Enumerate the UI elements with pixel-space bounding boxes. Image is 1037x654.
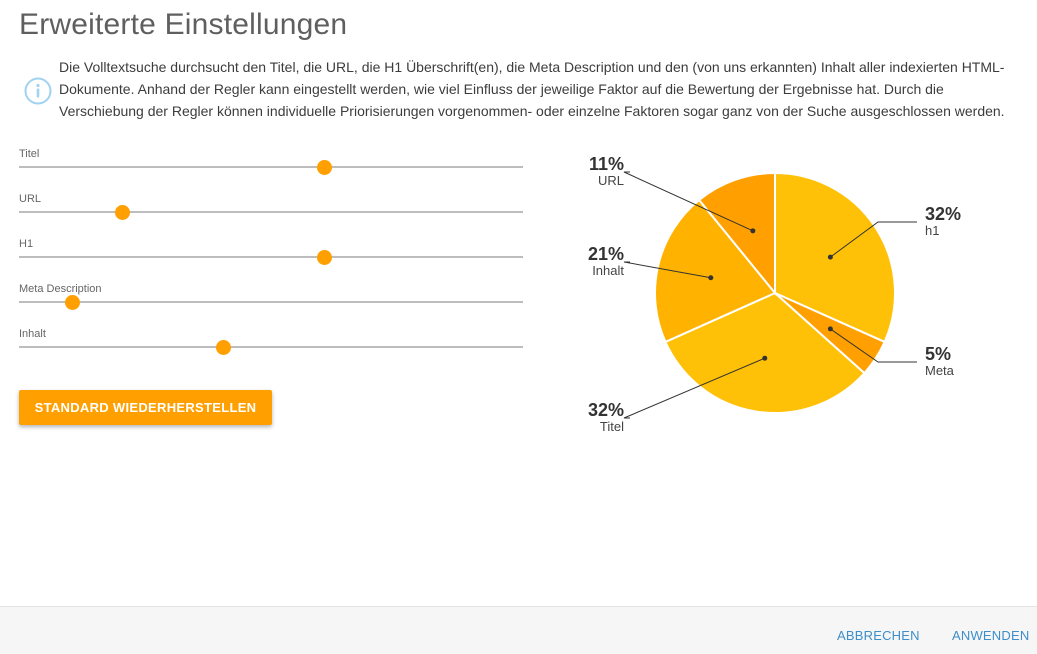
slider-label: URL <box>19 193 42 205</box>
slider-track[interactable] <box>19 211 523 213</box>
pie-leader-dot <box>762 355 768 361</box>
pie-leader-line <box>830 221 917 258</box>
slider-track[interactable] <box>19 346 523 348</box>
pie-slice-url <box>697 171 776 296</box>
slider-label: H1 <box>19 238 34 250</box>
pie-percent-label: 5% <box>925 344 951 364</box>
pie-slice-h1 <box>774 171 896 344</box>
apply-button[interactable]: ANWENDEN <box>952 628 1030 643</box>
footer-bar: ABBRECHEN ANWENDEN <box>0 606 1037 654</box>
slider-h1: H1 <box>19 238 523 278</box>
slider-thumb[interactable] <box>316 250 332 265</box>
reset-defaults-button[interactable]: STANDARD WIEDERHERSTELLEN <box>19 390 272 425</box>
pie-category-label: Inhalt <box>592 263 624 278</box>
pie-leader-line <box>623 261 711 279</box>
slider-thumb[interactable] <box>216 340 232 355</box>
slider-meta-description: Meta Description <box>19 283 523 323</box>
pie-percent-label: 21% <box>588 244 624 264</box>
info-text: Die Volltextsuche durchsucht den Titel, … <box>59 59 1005 119</box>
pie-leader-dot <box>750 228 756 234</box>
pie-percent-label: 32% <box>925 204 961 224</box>
slider-label: Meta Description <box>19 283 102 295</box>
slider-label: Inhalt <box>19 328 46 340</box>
slider-track[interactable] <box>19 301 523 303</box>
slider-titel: Titel <box>19 148 523 188</box>
slider-thumb[interactable] <box>316 160 332 175</box>
pie-slice-titel <box>664 291 866 414</box>
slider-label: Titel <box>19 148 40 160</box>
slider-thumb[interactable] <box>64 295 80 310</box>
pie-category-label: Meta <box>925 363 955 378</box>
pie-leader-line <box>623 171 754 232</box>
cancel-button[interactable]: ABBRECHEN <box>837 628 920 643</box>
pie-category-label: h1 <box>925 223 939 238</box>
info-icon <box>24 77 52 105</box>
pie-leader-line <box>623 357 765 419</box>
pie-percent-label: 11% <box>589 154 624 174</box>
pie-category-label: URL <box>598 173 624 188</box>
page-title: Erweiterte Einstellungen <box>19 8 348 41</box>
pie-leader-line <box>830 328 917 363</box>
slider-track[interactable] <box>19 256 523 258</box>
pie-slice-inhalt <box>654 198 777 344</box>
slider-url: URL <box>19 193 523 233</box>
slider-thumb[interactable] <box>115 205 131 220</box>
slider-inhalt: Inhalt <box>19 328 523 368</box>
slider-track[interactable] <box>19 166 523 168</box>
pie-category-label: Titel <box>600 419 624 434</box>
pie-leader-dot <box>708 275 714 281</box>
pie-percent-label: 32% <box>588 400 624 420</box>
